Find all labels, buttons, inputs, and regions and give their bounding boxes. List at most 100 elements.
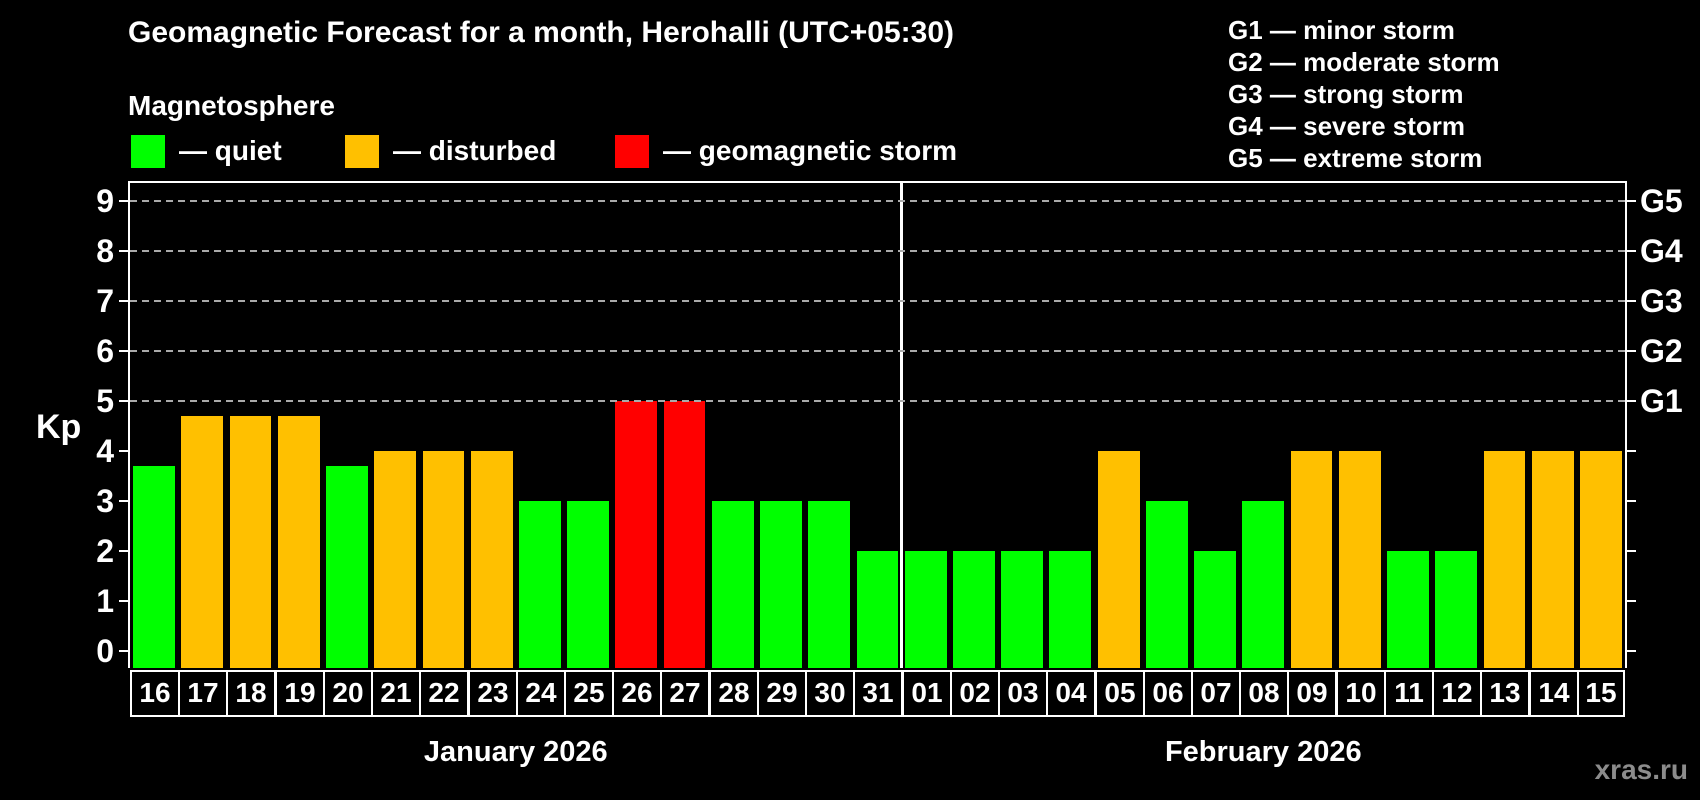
y-tick-left-8	[119, 250, 130, 252]
legend-item-storm: — geomagnetic storm	[615, 133, 957, 169]
y-tick-right-0	[1625, 650, 1636, 652]
day-label-31: 31	[853, 670, 903, 717]
kp-bar-16	[133, 466, 175, 668]
y-tick-left-3	[119, 500, 130, 502]
day-label-06: 06	[1143, 670, 1193, 717]
day-label-22: 22	[419, 670, 469, 717]
legend-label-disturbed: — disturbed	[393, 135, 557, 166]
gridline-kp5	[130, 400, 1625, 402]
kp-bar-12	[1435, 551, 1478, 668]
y-tick-label-6: 6	[96, 333, 114, 369]
day-label-29: 29	[757, 670, 807, 717]
day-label-02: 02	[950, 670, 1000, 717]
y-tick-left-5	[119, 400, 130, 402]
day-label-01: 01	[902, 670, 952, 717]
kp-bar-21	[374, 451, 417, 668]
y-tick-left-4	[119, 450, 130, 452]
legend-item-disturbed: — disturbed	[345, 133, 556, 169]
kp-bar-06	[1145, 501, 1188, 668]
y-tick-label-8: 8	[96, 233, 114, 269]
kp-bar-24	[519, 501, 561, 668]
kp-bar-31	[856, 551, 899, 668]
day-label-09: 09	[1287, 670, 1337, 717]
y-tick-label-0: 0	[96, 633, 114, 669]
kp-bar-07	[1194, 551, 1236, 668]
day-label-04: 04	[1046, 670, 1096, 717]
day-label-20: 20	[323, 670, 373, 717]
y-tick-label-2: 2	[96, 533, 114, 569]
y-tick-right-1	[1625, 600, 1636, 602]
plot-frame-top	[128, 181, 1627, 183]
right-axis-label-g1: G1	[1640, 383, 1683, 419]
kp-bar-25	[567, 501, 610, 668]
y-tick-right-2	[1625, 550, 1636, 552]
y-tick-right-9	[1625, 200, 1636, 202]
g-legend-line-g2: G2 — moderate storm	[1228, 47, 1500, 77]
kp-bar-04	[1049, 551, 1092, 668]
y-tick-right-8	[1625, 250, 1636, 252]
kp-bar-27	[663, 401, 706, 668]
g-legend-line-g5: G5 — extreme storm	[1228, 143, 1483, 173]
kp-bar-29	[760, 501, 802, 668]
y-axis-title: Kp	[36, 408, 82, 446]
day-label-10: 10	[1336, 670, 1386, 717]
month-label-0: January 2026	[423, 736, 608, 768]
day-label-25: 25	[564, 670, 614, 717]
kp-bar-28	[711, 501, 754, 668]
kp-bar-20	[326, 466, 368, 668]
y-tick-label-4: 4	[96, 433, 114, 469]
day-label-23: 23	[468, 670, 518, 717]
chart-subtitle: Magnetosphere	[128, 90, 335, 121]
kp-bar-13	[1483, 451, 1526, 668]
day-label-24: 24	[516, 670, 566, 717]
gridline-kp8	[130, 250, 1625, 252]
day-label-08: 08	[1239, 670, 1289, 717]
kp-bar-23	[470, 451, 513, 668]
legend-label-storm: — geomagnetic storm	[663, 135, 958, 166]
plot-area	[130, 183, 1625, 668]
kp-bar-01	[904, 551, 947, 668]
y-tick-left-1	[119, 600, 130, 602]
kp-bar-26	[615, 401, 658, 668]
kp-bar-22	[422, 451, 465, 668]
y-tick-label-9: 9	[96, 183, 114, 219]
day-label-14: 14	[1529, 670, 1579, 717]
y-tick-right-3	[1625, 500, 1636, 502]
kp-bar-09	[1290, 451, 1333, 668]
y-tick-left-0	[119, 650, 130, 652]
right-axis-label-g4: G4	[1640, 233, 1683, 269]
y-tick-left-6	[119, 350, 130, 352]
day-label-13: 13	[1480, 670, 1530, 717]
gridline-kp9	[130, 200, 1625, 202]
gridline-kp7	[130, 300, 1625, 302]
day-label-05: 05	[1095, 670, 1145, 717]
y-tick-left-7	[119, 300, 130, 302]
kp-bar-08	[1242, 501, 1285, 668]
day-label-28: 28	[709, 670, 759, 717]
day-label-16: 16	[130, 670, 180, 717]
kp-bar-05	[1097, 451, 1140, 668]
kp-bar-19	[277, 416, 320, 668]
right-axis-label-g5: G5	[1640, 183, 1683, 219]
kp-bar-11	[1387, 551, 1429, 668]
day-label-17: 17	[178, 670, 228, 717]
disturbed-swatch-icon	[345, 134, 379, 168]
day-label-21: 21	[371, 670, 421, 717]
g-scale-legend: G1 — minor storm G2 — moderate storm G3 …	[1228, 14, 1500, 174]
y-tick-left-2	[119, 550, 130, 552]
gridline-kp6	[130, 350, 1625, 352]
day-label-26: 26	[612, 670, 662, 717]
g-legend-line-g4: G4 — severe storm	[1228, 111, 1466, 141]
day-label-15: 15	[1577, 670, 1625, 717]
kp-bar-18	[229, 416, 272, 668]
day-label-07: 07	[1191, 670, 1241, 717]
y-tick-label-3: 3	[96, 483, 114, 519]
legend-label-quiet: — quiet	[179, 135, 282, 166]
chart-title: Geomagnetic Forecast for a month, Heroha…	[128, 16, 955, 49]
right-axis-label-g3: G3	[1640, 283, 1683, 319]
month-label-1: February 2026	[1164, 736, 1362, 768]
y-tick-right-4	[1625, 450, 1636, 452]
day-label-19: 19	[275, 670, 325, 717]
kp-bar-03	[1001, 551, 1044, 668]
